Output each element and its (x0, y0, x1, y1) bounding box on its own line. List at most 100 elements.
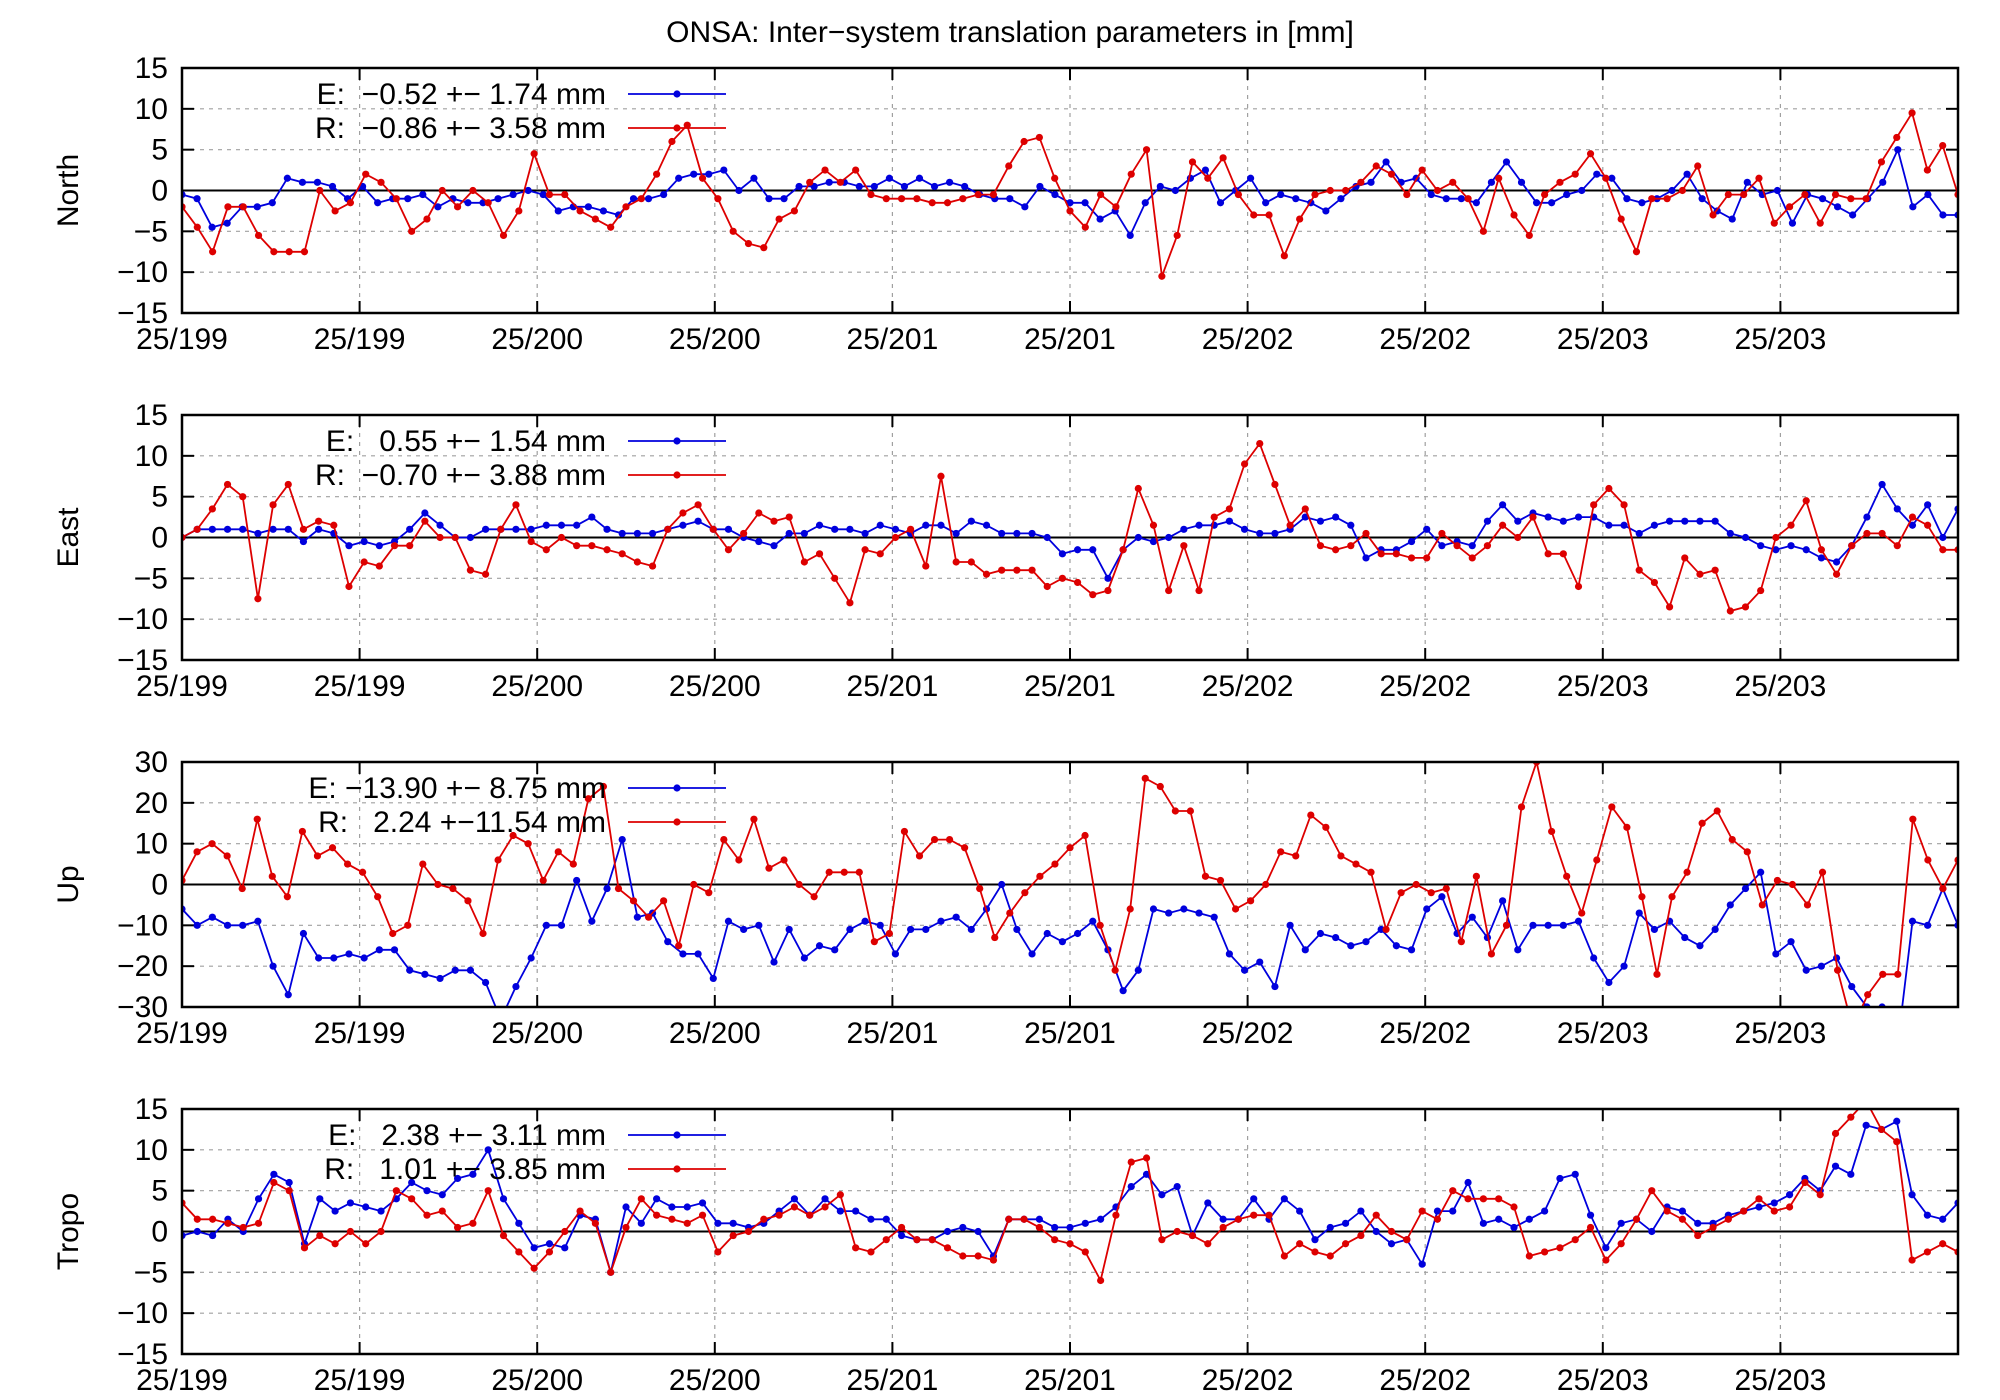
data-point-R (1210, 513, 1218, 521)
data-point-E (694, 517, 702, 525)
data-point-R (1548, 827, 1556, 836)
data-point-R (1648, 1187, 1656, 1195)
data-point-E (466, 533, 475, 542)
data-point-E (1681, 933, 1689, 942)
data-point-E (1028, 529, 1036, 538)
data-point-E (1908, 917, 1917, 925)
data-point-R (1770, 219, 1778, 227)
data-point-R (1499, 521, 1507, 529)
data-point-E (967, 517, 975, 525)
y-tick-label: −10 (117, 909, 168, 942)
data-point-R (346, 1227, 355, 1236)
data-point-E (1271, 529, 1279, 538)
data-point-E (1879, 178, 1887, 186)
data-point-E (683, 1203, 691, 1211)
data-point-E (800, 954, 808, 962)
data-point-E (1423, 525, 1431, 533)
data-point-E (1240, 966, 1249, 974)
data-point-R (208, 840, 216, 848)
data-point-E (1924, 190, 1932, 199)
data-point-R (484, 199, 492, 207)
data-point-R (852, 1244, 860, 1252)
data-point-E (943, 1227, 952, 1236)
data-point-E (1277, 190, 1285, 199)
data-point-R (1620, 501, 1628, 509)
x-tick-label: 25/201 (847, 1017, 939, 1050)
data-point-R (453, 203, 462, 211)
data-point-R (392, 195, 400, 203)
data-point-E (588, 917, 596, 925)
data-point-E (876, 521, 884, 529)
data-point-R (238, 884, 246, 893)
data-point-E (284, 525, 292, 533)
data-point-E (755, 537, 763, 546)
data-point-R (1817, 546, 1825, 554)
data-point-E (1464, 1178, 1472, 1187)
data-point-R (481, 570, 490, 578)
data-point-R (1423, 554, 1431, 562)
x-tick-label: 25/202 (1202, 670, 1294, 703)
data-point-R (315, 517, 323, 525)
data-point-E (618, 835, 626, 844)
legend-entry-R: R: −0.70 +− 3.88 mm (315, 459, 606, 492)
data-point-E (714, 1219, 722, 1227)
data-point-E (315, 954, 323, 962)
data-point-R (1924, 521, 1932, 529)
y-tick-label: 30 (135, 746, 168, 779)
data-point-E (937, 521, 945, 529)
data-point-R (545, 1248, 554, 1256)
data-point-R (1438, 529, 1446, 538)
data-point-R (705, 889, 713, 897)
data-point-R (1127, 170, 1135, 178)
data-point-R (952, 558, 960, 566)
data-point-R (283, 893, 291, 901)
data-point-R (377, 178, 385, 186)
data-point-R (268, 872, 276, 880)
data-point-E (284, 991, 292, 999)
data-point-R (1225, 505, 1233, 513)
data-point-E (1225, 517, 1233, 525)
data-point-E (785, 529, 793, 538)
data-point-E (1487, 178, 1496, 186)
data-point-R (1678, 186, 1687, 195)
x-tick-label: 25/201 (847, 670, 939, 703)
data-point-R (1311, 1248, 1319, 1256)
data-point-E (1894, 146, 1902, 154)
data-point-R (362, 1240, 370, 1248)
data-point-E (1247, 174, 1255, 182)
data-point-R (1013, 566, 1021, 574)
data-point-E (1357, 1207, 1365, 1215)
data-point-R (1832, 570, 1841, 578)
data-point-R (1256, 439, 1264, 448)
data-point-E (1683, 170, 1691, 178)
data-point-R (1510, 1203, 1518, 1211)
data-point-R (683, 1219, 691, 1227)
data-point-R (408, 1195, 416, 1203)
data-point-R (1605, 484, 1613, 493)
data-point-R (714, 1248, 722, 1256)
data-point-R (1623, 823, 1631, 831)
data-point-R (882, 195, 890, 203)
data-point-E (1514, 946, 1522, 954)
data-point-R (300, 1244, 309, 1252)
data-point-R (836, 178, 844, 186)
data-point-E (223, 219, 231, 227)
data-point-R (1020, 137, 1028, 146)
data-point-R (330, 521, 338, 529)
legend-entry-R: R: 2.24 +−11.54 mm (318, 806, 606, 839)
x-tick-label: 25/202 (1202, 1364, 1294, 1397)
data-point-R (1043, 582, 1051, 591)
data-point-R (1104, 586, 1112, 595)
data-point-R (285, 1187, 293, 1195)
data-point-E (208, 223, 216, 231)
data-point-R (1081, 831, 1089, 840)
data-point-E (945, 178, 954, 186)
y-axis-label: Tropo (52, 1193, 85, 1270)
data-point-E (298, 178, 307, 186)
data-point-E (1788, 219, 1797, 227)
data-point-E (345, 950, 353, 958)
data-point-E (1544, 513, 1552, 521)
